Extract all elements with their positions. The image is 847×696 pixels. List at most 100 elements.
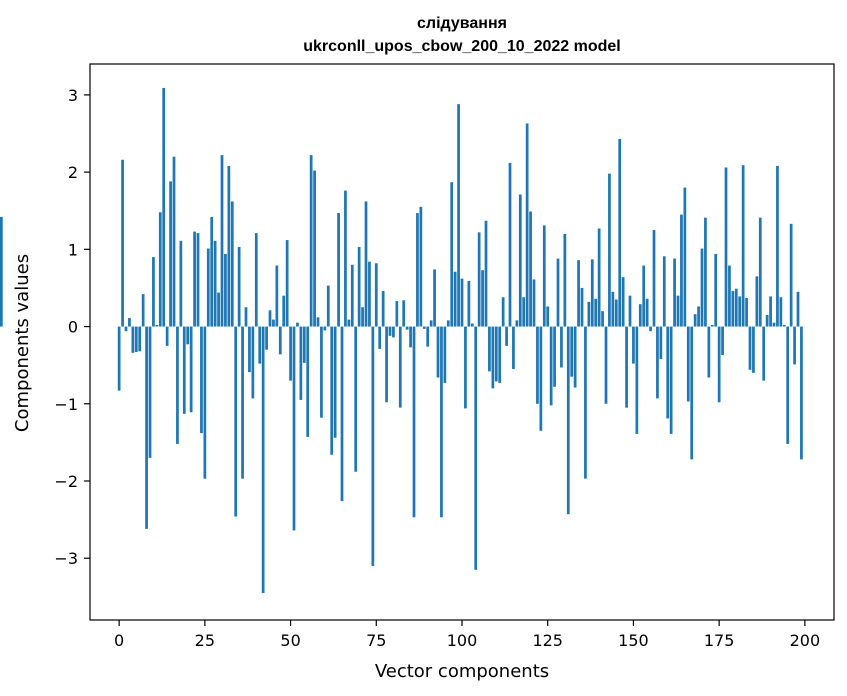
bar-27 — [210, 216, 214, 327]
bar-35 — [237, 247, 241, 327]
bar-89 — [422, 326, 426, 329]
bar-86 — [412, 326, 416, 518]
bar-169 — [697, 306, 700, 327]
bar-112 — [501, 297, 505, 327]
bar-77 — [381, 291, 385, 327]
bar-145 — [614, 299, 618, 327]
bar-81 — [395, 301, 399, 327]
bar-82 — [398, 326, 402, 408]
chart-title-line2: ukrconll_upos_cbow_200_10_2022 model — [303, 38, 620, 55]
bar-138 — [590, 259, 594, 327]
ticks-group: 0 25 50 75 100 125 150 175 200 −3 −2 −1 0 1 2 3 — [54, 86, 820, 650]
bar-105 — [477, 232, 481, 327]
bar-34 — [234, 326, 238, 517]
bar-undefined — [0, 216, 3, 327]
bar-179 — [731, 291, 735, 327]
bar-171 — [704, 217, 707, 327]
bar-32 — [227, 165, 231, 327]
bar-131 — [566, 326, 570, 515]
bar-8 — [145, 326, 148, 529]
bar-24 — [200, 326, 203, 434]
bar-172 — [707, 326, 711, 378]
bar-53 — [299, 326, 303, 400]
bar-93 — [436, 326, 440, 378]
bar-94 — [440, 326, 443, 518]
bar-6 — [138, 326, 142, 352]
bar-173 — [710, 325, 714, 327]
bar-30 — [220, 155, 224, 327]
bar-78 — [385, 326, 388, 403]
x-tick-label-150: 150 — [618, 631, 649, 650]
bar-163 — [676, 295, 680, 327]
bar-67 — [347, 319, 351, 327]
bar-0 — [117, 326, 121, 391]
bar-87 — [416, 213, 419, 327]
x-tick-label-175: 175 — [704, 631, 735, 650]
bar-165 — [683, 187, 687, 327]
bar-97 — [450, 182, 454, 327]
bar-66 — [344, 190, 347, 327]
bar-18 — [179, 240, 183, 327]
bar-26 — [206, 248, 210, 327]
bar-122 — [536, 326, 539, 404]
bar-19 — [182, 326, 186, 414]
bar-91 — [429, 320, 433, 327]
bar-196 — [789, 223, 793, 327]
bar-136 — [584, 326, 587, 479]
bar-135 — [580, 287, 584, 327]
bar-177 — [724, 167, 728, 327]
bar-141 — [601, 311, 604, 327]
bar-137 — [587, 301, 591, 327]
bar-79 — [388, 326, 392, 336]
bar-126 — [549, 326, 553, 406]
bar-72 — [364, 201, 368, 327]
bar-123 — [539, 326, 543, 431]
bar-56 — [309, 155, 313, 327]
x-tick-label-75: 75 — [366, 631, 386, 650]
bar-20 — [186, 326, 190, 345]
bar-198 — [796, 291, 800, 327]
bar-3 — [128, 318, 131, 327]
bar-39 — [251, 326, 255, 399]
bar-1 — [121, 159, 124, 327]
bar-92 — [433, 269, 436, 327]
bar-108 — [488, 326, 491, 372]
bar-103 — [470, 323, 474, 327]
bar-127 — [553, 326, 556, 387]
bar-150 — [632, 326, 635, 364]
bar-193 — [779, 297, 783, 327]
x-tick-label-200: 200 — [790, 631, 821, 650]
x-tick-label-125: 125 — [532, 631, 563, 650]
bar-191 — [772, 322, 776, 327]
bar-156 — [652, 230, 656, 327]
bar-180 — [734, 288, 738, 327]
bar-76 — [378, 326, 382, 349]
bar-153 — [642, 265, 646, 327]
bar-168 — [693, 314, 697, 327]
bar-11 — [155, 325, 159, 327]
bar-16 — [172, 156, 176, 327]
bar-84 — [405, 326, 409, 330]
bar-116 — [515, 320, 519, 327]
bar-95 — [443, 326, 447, 383]
bar-43 — [265, 326, 268, 350]
bar-192 — [776, 165, 779, 327]
bar-65 — [340, 326, 344, 502]
bar-189 — [765, 314, 769, 327]
bar-17 — [176, 326, 179, 444]
bar-170 — [700, 248, 704, 327]
y-tick-label-2: 2 — [68, 163, 78, 182]
bar-52 — [296, 322, 299, 327]
y-tick-label-1: 1 — [68, 240, 78, 259]
bar-51 — [292, 326, 296, 531]
chart-title-line1: слідування — [417, 15, 507, 32]
bar-110 — [494, 326, 498, 382]
bar-174 — [714, 253, 718, 327]
bar-57 — [313, 170, 316, 327]
bar-36 — [241, 326, 244, 479]
bar-54 — [302, 326, 306, 363]
bar-49 — [285, 240, 289, 327]
bar-128 — [556, 258, 560, 327]
y-tick-label--3: −3 — [54, 549, 78, 568]
